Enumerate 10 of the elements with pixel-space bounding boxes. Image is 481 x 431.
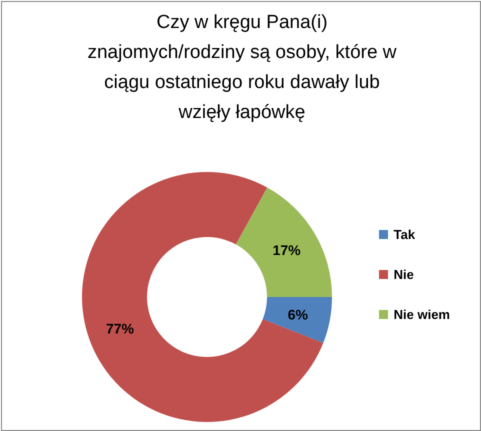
donut-slice	[236, 187, 332, 297]
legend-label: Tak	[394, 226, 416, 242]
data-label: 77%	[106, 320, 135, 336]
data-label: 17%	[272, 242, 302, 258]
legend-label: Nie	[394, 266, 414, 282]
chart-title: Czy w kręgu Pana(i) znajomych/rodziny są osoby, które w ciągu ostatniego roku dawały lub wzięły łapówkę	[86, 11, 398, 125]
donut-slice	[262, 297, 332, 344]
donut-slice	[82, 172, 324, 422]
legend-label: Nie wiem	[394, 306, 450, 322]
data-label: 6%	[288, 306, 309, 322]
